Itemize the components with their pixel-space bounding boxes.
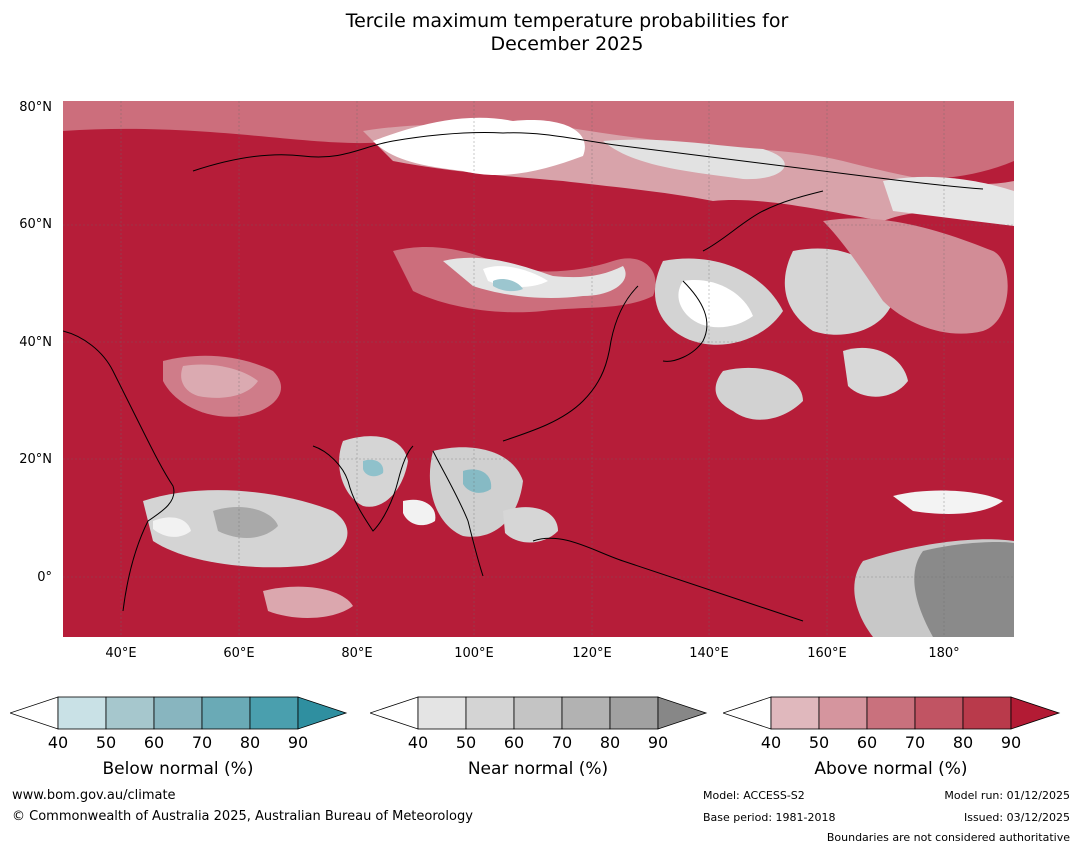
colorbar-above-normal-segment-3 — [866, 696, 916, 730]
colorbar-near-normal-title: Near normal (%) — [467, 759, 609, 779]
colorbar-below-normal-segment-5 — [249, 696, 299, 730]
colorbar-above-normal-tick: 50 — [808, 733, 830, 752]
indian-ocean-white — [153, 517, 191, 537]
colorbar-above-normal-segment-5 — [962, 696, 1012, 730]
map-canvas — [63, 101, 1014, 637]
indochina-below-normal — [463, 469, 492, 493]
copyright-text: © Commonwealth of Australia 2025, Austra… — [12, 809, 473, 824]
colorbar-near-normal-extend-low — [368, 696, 419, 730]
colorbar-above-normal-tick: 70 — [904, 733, 926, 752]
graticule — [63, 101, 1014, 637]
base-period-text: Base period: 1981-2018 — [703, 811, 836, 824]
pacific-patch-grey-2 — [843, 347, 908, 397]
colorbar-near-normal-segment-5 — [609, 696, 659, 730]
colorbar-near-normal-extend-high — [657, 696, 708, 730]
colorbar-above-normal-tick: 80 — [952, 733, 974, 752]
colorbar-above-normal-segment-1 — [770, 696, 820, 730]
colorbar-above-normal-segment-4 — [914, 696, 964, 730]
colorbar-below-normal-tick: 40 — [47, 733, 69, 752]
colorbar-near-normal-tick: 80 — [599, 733, 621, 752]
lat-label-0: 0° — [37, 570, 52, 585]
lon-label-40e: 40°E — [105, 646, 137, 661]
colorbar-below-normal-tick: 60 — [143, 733, 165, 752]
issued-text: Issued: 03/12/2025 — [963, 811, 1070, 824]
india-below-normal — [363, 459, 384, 477]
colorbar-below-normal-extend-low — [8, 696, 59, 730]
website-link[interactable]: www.bom.gov.au/climate — [12, 788, 176, 803]
colorbar-above-normal-svg — [721, 696, 1061, 730]
siberia-near-normal-white — [373, 117, 585, 176]
bay-of-bengal-white — [403, 499, 436, 526]
chart-title: Tercile maximum temperature probabilitie… — [0, 10, 1081, 56]
lon-label-80e: 80°E — [341, 646, 373, 661]
title-line-1: Tercile maximum temperature probabilitie… — [345, 10, 789, 32]
indian-ocean-grey-dark — [213, 506, 278, 538]
colorbar-above-normal-tick: 40 — [760, 733, 782, 752]
colorbar-above-normal-segment-2 — [818, 696, 868, 730]
lon-label-160e: 160°E — [807, 646, 847, 661]
lat-label-80n: 80°N — [19, 100, 52, 115]
lon-label-60e: 60°E — [223, 646, 255, 661]
colorbar-above-normal-tick: 60 — [856, 733, 878, 752]
colorbar-near-normal-tick: 60 — [503, 733, 525, 752]
borneo-near-normal — [503, 507, 558, 543]
lon-label-180: 180° — [928, 646, 960, 661]
title-line-2: December 2025 — [490, 33, 644, 55]
disclaimer-text: Boundaries are not considered authoritat… — [826, 831, 1070, 844]
colorbar-below-normal-segment-3 — [153, 696, 203, 730]
lat-label-60n: 60°N — [19, 217, 52, 232]
colorbar-near-normal-segment-1 — [417, 696, 467, 730]
lon-label-120e: 120°E — [572, 646, 612, 661]
colorbar-near-normal-segment-3 — [513, 696, 563, 730]
colorbar-below-normal-tick: 50 — [95, 733, 117, 752]
colorbar-above-normal-tick: 90 — [1000, 733, 1022, 752]
below-normal-mongolia — [493, 278, 523, 292]
lat-label-40n: 40°N — [19, 335, 52, 350]
colorbar-above-normal-extend-high — [1010, 696, 1061, 730]
colorbar-near-normal — [368, 696, 710, 736]
model-run-text: Model run: 01/12/2025 — [944, 789, 1070, 802]
colorbar-near-normal-segment-4 — [561, 696, 611, 730]
equatorial-ocean-above-40 — [263, 586, 353, 618]
colorbar-below-normal-svg — [8, 696, 348, 730]
colorbar-near-normal-tick: 70 — [551, 733, 573, 752]
forecast-map — [63, 101, 1014, 637]
colorbar-below-normal-segment-4 — [201, 696, 251, 730]
lat-label-20n: 20°N — [19, 452, 52, 467]
lon-label-140e: 140°E — [689, 646, 729, 661]
lon-label-100e: 100°E — [454, 646, 494, 661]
japan-white — [678, 280, 753, 328]
colorbar-below-normal-tick: 80 — [239, 733, 261, 752]
pacific-patch-grey — [715, 367, 803, 420]
colorbar-below-normal-title: Below normal (%) — [102, 759, 254, 779]
colorbar-above-normal-extend-low — [721, 696, 772, 730]
colorbar-below-normal-extend-high — [297, 696, 348, 730]
model-text: Model: ACCESS-S2 — [703, 789, 805, 802]
colorbar-above-normal — [721, 696, 1063, 736]
pacific-white-band — [893, 490, 1003, 514]
colorbar-below-normal-tick: 90 — [287, 733, 309, 752]
sw-pacific-near-normal-dark — [914, 541, 1014, 637]
colorbar-near-normal-tick: 40 — [407, 733, 429, 752]
north-pacific-above-50 — [823, 218, 1008, 334]
colorbar-below-normal-tick: 70 — [191, 733, 213, 752]
colorbar-near-normal-tick: 50 — [455, 733, 477, 752]
colorbar-near-normal-tick: 90 — [647, 733, 669, 752]
colorbar-below-normal — [8, 696, 350, 736]
colorbar-below-normal-segment-1 — [57, 696, 107, 730]
colorbar-near-normal-svg — [368, 696, 708, 730]
coastlines — [63, 132, 984, 622]
colorbar-below-normal-segment-2 — [105, 696, 155, 730]
colorbar-near-normal-segment-2 — [465, 696, 515, 730]
colorbar-above-normal-title: Above normal (%) — [814, 759, 968, 779]
